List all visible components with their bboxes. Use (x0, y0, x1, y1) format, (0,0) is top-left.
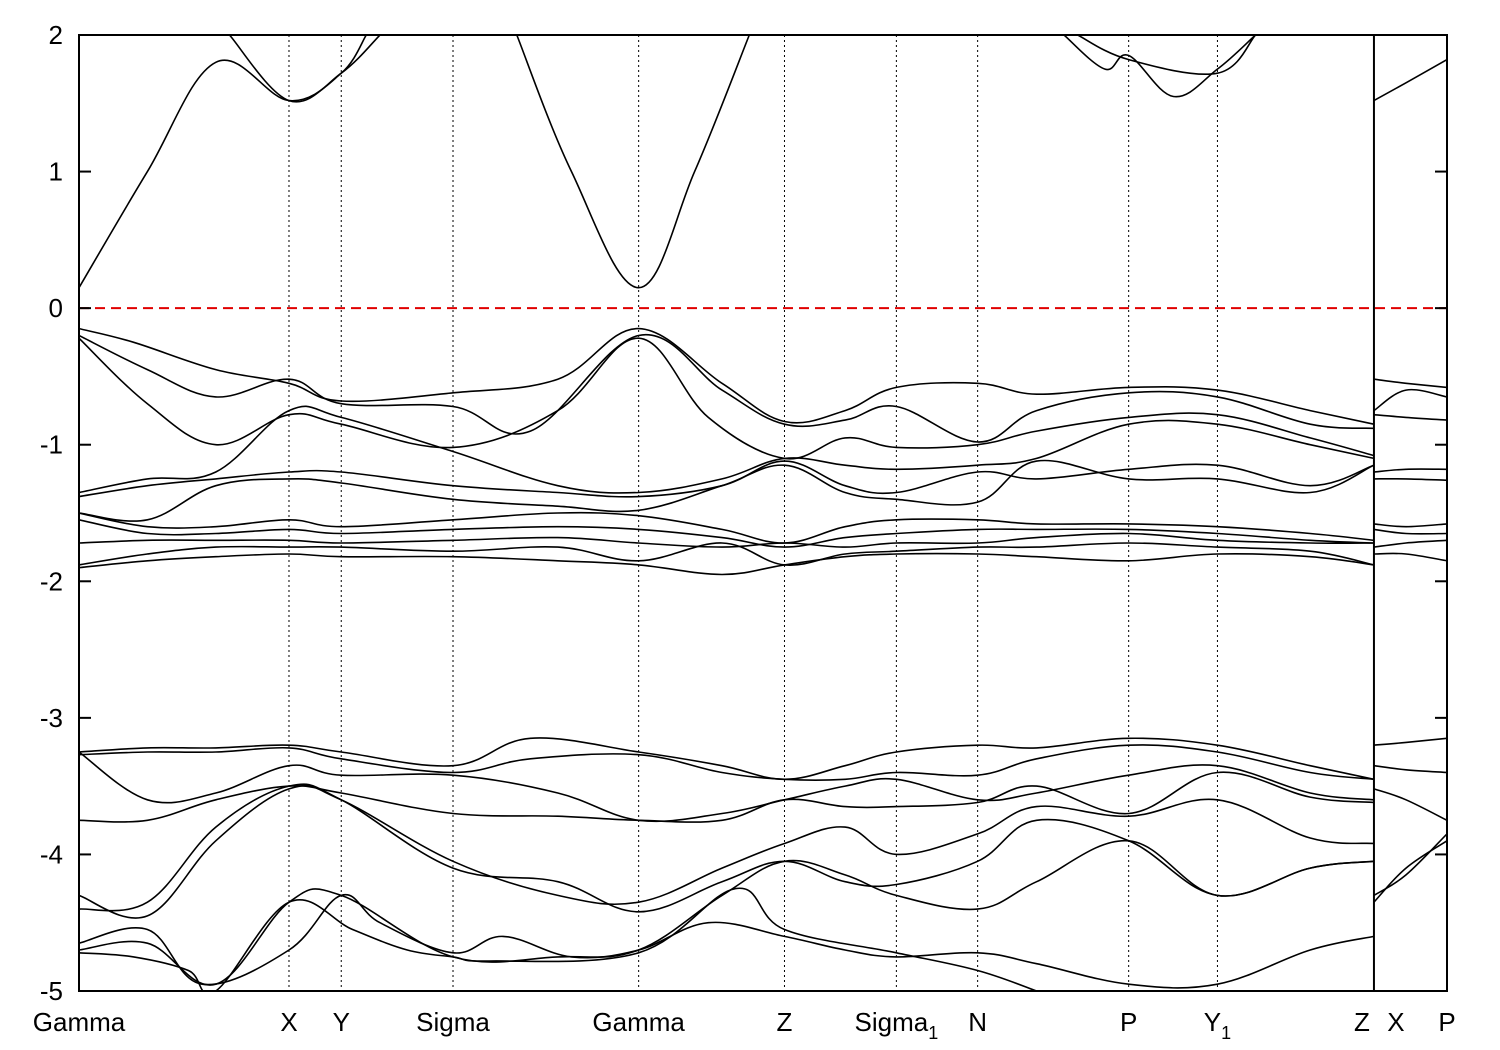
band-line-29 (1373, 468, 1447, 473)
x-tick-label-1: X (280, 1007, 297, 1037)
band-line-13 (79, 519, 1374, 548)
band-line-30 (1373, 477, 1447, 481)
x-tick-label-8: P (1120, 1007, 1137, 1037)
band-line-3 (1063, 35, 1257, 98)
band-line-31 (1373, 523, 1447, 528)
y-tick-label: -2 (40, 566, 63, 596)
band-curves (79, 35, 1447, 991)
band-line-22 (79, 783, 1374, 913)
band-line-26 (1373, 378, 1447, 389)
x-tick-label-3: Sigma (416, 1007, 490, 1037)
band-line-11 (79, 459, 1375, 522)
plot-frame (78, 34, 1448, 992)
x-tick-label-10: Z (1354, 1007, 1370, 1037)
x-tick-label-0: Gamma (33, 1007, 126, 1037)
band-line-14 (79, 532, 1374, 548)
band-line-32 (1373, 528, 1447, 535)
band-line-19 (79, 751, 1374, 823)
y-tick-labels: -5 -4 -3 -2 -1 0 1 2 (40, 20, 63, 1006)
band-line-2 (516, 35, 751, 289)
band-line-7 (79, 333, 1374, 443)
y-tick-label: -5 (40, 976, 63, 1006)
band-line-12 (79, 511, 1374, 544)
band-line-18 (79, 744, 1374, 781)
band-line-17 (79, 737, 1375, 781)
x-tick-label-6: Sigma1 (855, 1007, 939, 1043)
band-line-25 (79, 887, 1037, 991)
x-tick-label-9: Y1 (1204, 1007, 1231, 1043)
y-tick-label: 2 (49, 20, 63, 50)
x-tick-label-12: P (1438, 1007, 1455, 1037)
axis-ticks (79, 34, 1447, 992)
band-line-0 (79, 35, 367, 289)
x-tick-label-11: X (1387, 1007, 1404, 1037)
band-line-24 (79, 893, 1375, 989)
y-tick-label: -1 (40, 430, 63, 460)
band-line-34 (1373, 552, 1447, 562)
band-line-36 (1373, 764, 1447, 774)
band-line-28 (1373, 413, 1447, 421)
band-line-38 (1373, 840, 1447, 903)
x-tick-label-5: Z (777, 1007, 793, 1037)
band-line-20 (79, 771, 1374, 823)
y-tick-label: -3 (40, 703, 63, 733)
k-point-gridlines (288, 35, 1375, 991)
band-line-4 (1077, 35, 1257, 75)
band-line-6 (79, 327, 1375, 425)
band-line-37 (1373, 788, 1447, 822)
band-line-39 (1373, 833, 1447, 897)
y-tick-label: 0 (49, 293, 63, 323)
band-line-27 (1373, 388, 1447, 412)
band-line-21 (79, 784, 1374, 919)
band-line-33 (1373, 539, 1447, 548)
band-line-8 (79, 337, 1375, 460)
band-line-5 (1373, 58, 1447, 102)
band-line-35 (1373, 737, 1447, 746)
x-tick-labels: Gamma X Y Sigma Gamma Z Sigma1 N P Y1 Z X P (33, 1007, 1456, 1043)
x-tick-label-4: Gamma (592, 1007, 685, 1037)
y-tick-label: 1 (49, 157, 63, 187)
x-tick-label-2: Y (333, 1007, 350, 1037)
x-tick-label-7: N (968, 1007, 987, 1037)
band-line-16 (79, 552, 1375, 576)
y-tick-label: -4 (40, 839, 63, 869)
band-line-15 (79, 542, 1375, 566)
band-line-9 (79, 405, 1375, 494)
band-line-23 (79, 839, 1374, 986)
band-line-1 (228, 35, 381, 103)
